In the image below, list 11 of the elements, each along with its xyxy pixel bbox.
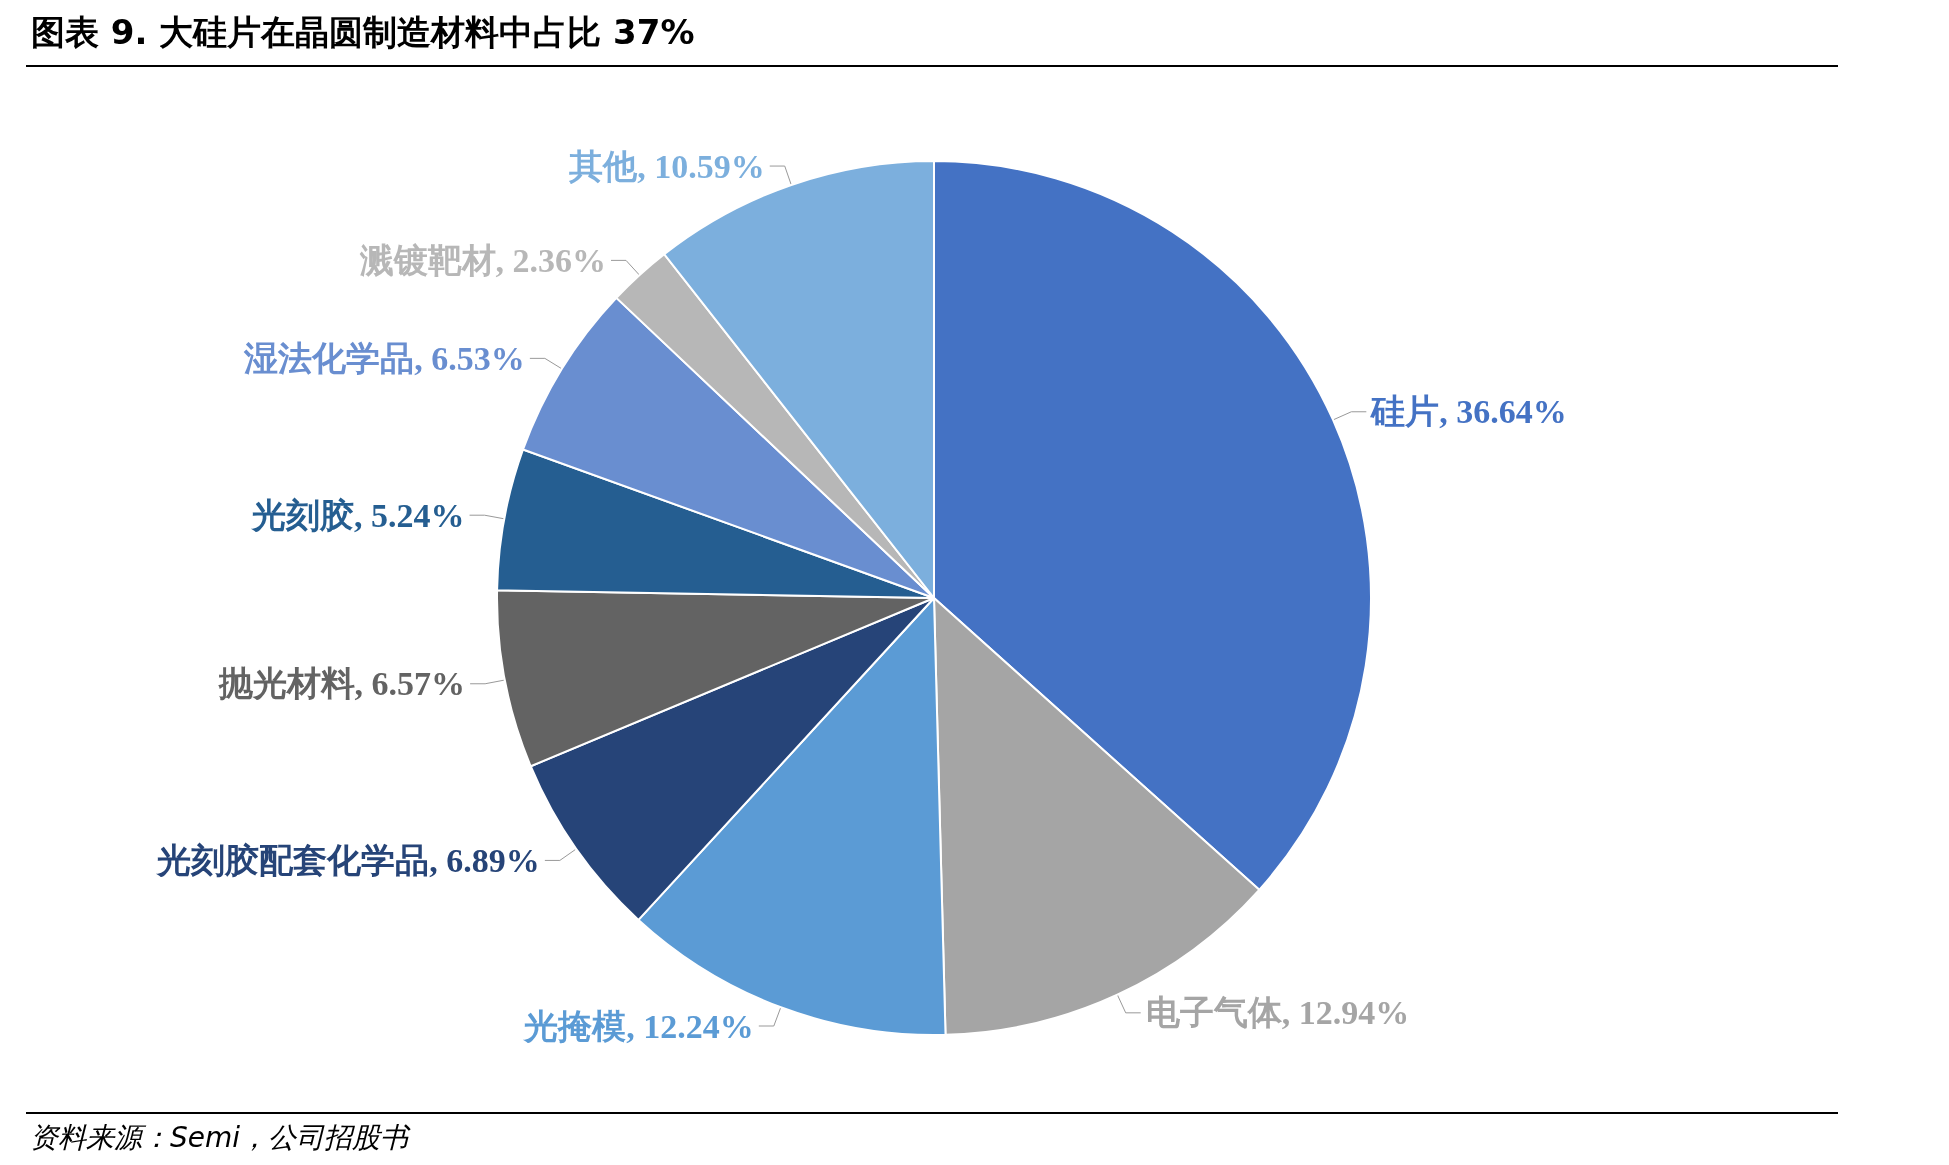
slice-label: 溅镀靶材, 2.36% — [358, 241, 607, 279]
slice-label: 其他, 10.59% — [568, 147, 765, 185]
slice-label: 电子气体, 12.94% — [1145, 994, 1410, 1032]
text: 资料来源：Semi，公司招股书 — [30, 1120, 412, 1154]
slice-label: 光掩模, 12.24% — [522, 1007, 754, 1045]
slice-label: 光刻胶配套化学品, 6.89% — [155, 841, 540, 879]
slice-label: 硅片, 36.64% — [1369, 393, 1567, 431]
slice-label: 抛光材料, 6.57% — [217, 665, 466, 703]
slice-label: 湿法化学品, 6.53% — [243, 339, 525, 377]
slice-label: 光刻胶, 5.24% — [250, 496, 465, 534]
chart-title: 图表 9. 大硅片在晶圆制造材料中占比 37% — [31, 12, 695, 52]
